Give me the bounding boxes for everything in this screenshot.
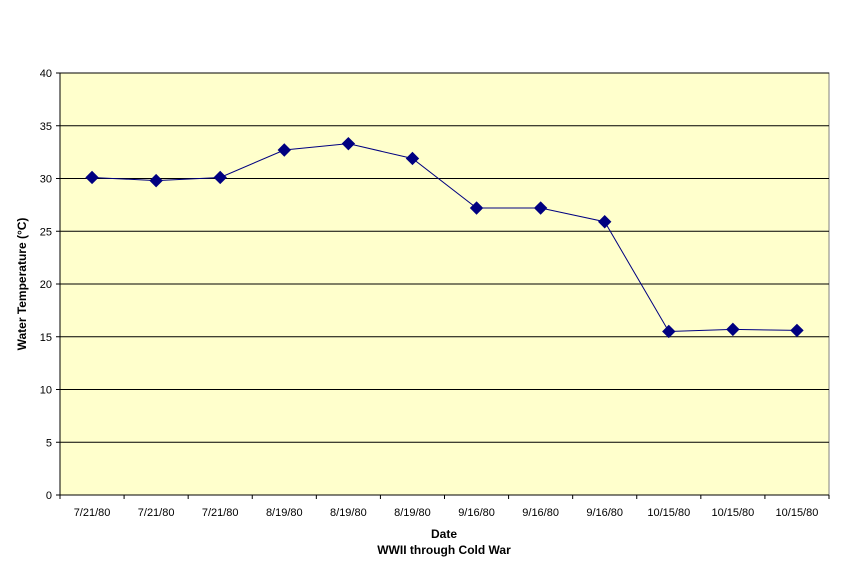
x-tick-label: 10/15/80 [776, 507, 819, 519]
x-tick-label: 10/15/80 [711, 507, 754, 519]
x-axis-title: Date [431, 527, 457, 541]
y-tick-label: 40 [40, 68, 52, 80]
data-point-marker [598, 215, 612, 229]
y-axis-title: Water Temperature (°C) [15, 218, 29, 351]
y-tick-label: 25 [40, 226, 52, 238]
data-point-marker [85, 170, 99, 185]
data-point-marker [726, 322, 740, 337]
data-point-marker [277, 143, 291, 157]
x-tick-label: 8/19/80 [394, 507, 431, 519]
gridlines [60, 72, 829, 443]
y-tick-label: 30 [40, 174, 52, 186]
y-tick-label: 0 [46, 490, 52, 502]
data-point-marker [533, 201, 548, 215]
x-tick-label: 7/21/80 [74, 507, 111, 519]
data-point-marker [341, 136, 356, 151]
y-tick-label: 5 [46, 437, 52, 449]
x-axis-ticks: 7/21/80 7/21/80 7/21/80 8/19/80 8/19/80 8/19/… [59, 495, 830, 519]
x-tick-label: 9/16/80 [522, 507, 559, 519]
y-axis-ticks: 0 5 10 15 20 25 30 35 40 [40, 68, 60, 502]
data-point-marker [213, 170, 227, 185]
data-point-marker [662, 324, 676, 339]
x-tick-label: 10/15/80 [647, 507, 690, 519]
y-tick-label: 35 [40, 121, 52, 133]
series-layer [85, 136, 804, 339]
y-tick-label: 10 [40, 385, 52, 397]
data-point-marker [469, 201, 484, 215]
x-tick-label: 9/16/80 [458, 507, 495, 519]
x-axis-subtitle: WWII through Cold War [377, 543, 511, 557]
y-tick-label: 15 [40, 332, 52, 344]
x-tick-label: 8/19/80 [330, 507, 367, 519]
data-point-marker [149, 173, 163, 188]
x-tick-label: 9/16/80 [586, 507, 623, 519]
data-point-marker [405, 151, 420, 166]
x-tick-label: 7/21/80 [202, 507, 239, 519]
series-line [92, 143, 797, 332]
x-tick-label: 8/19/80 [266, 507, 303, 519]
y-tick-label: 20 [40, 279, 52, 291]
data-point-marker [790, 323, 804, 338]
x-tick-label: 7/21/80 [138, 507, 175, 519]
